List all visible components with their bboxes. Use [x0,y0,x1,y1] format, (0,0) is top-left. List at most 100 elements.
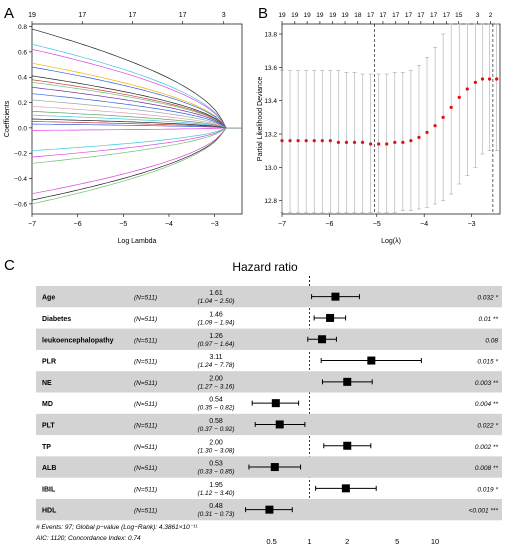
y-tick-label: 13.4 [264,98,277,105]
confidence-interval-label: (1.27 − 3.16) [197,383,234,390]
forest-row: PLR (N=511) 3.11(1.24 − 7.78) 0.015 * [42,354,498,369]
deviance-point [376,73,381,213]
coefficient-path [31,86,242,129]
variable-label: PLT [42,422,55,429]
deviance-point [304,70,309,213]
forest-row: IBIL (N=511) 1.95(1.12 − 3.40) 0.019 * [42,482,498,497]
top-tick-label: 17 [129,12,137,19]
y-tick-label: 0.0 [18,125,27,132]
coefficient-path [31,28,242,129]
top-tick-label: 15 [455,12,463,19]
coefficient-path [31,75,242,129]
forest-footnote-2: AIC: 1120; Concordance Index: 0.74 [35,535,141,542]
x-tick-label: 2 [345,537,349,546]
p-value-label: 0.01 ** [478,316,498,323]
hazard-ratio-value: 0.58 [209,418,223,425]
panel-label-b: B [258,5,268,22]
top-tick-label: 17 [379,12,387,19]
y-tick-label: 13.2 [264,132,277,139]
deviance-point [352,72,357,213]
top-tick-label: 17 [430,12,438,19]
coefficient-path [31,127,242,195]
x-tick-label: −5 [119,221,127,228]
variable-label: ALB [42,465,56,472]
panel-a-y-axis: −0.6 −0.4 −0.2 0.0 0.2 0.4 0.6 0.8 [14,24,32,208]
deviance-point [473,23,478,168]
y-tick-label: −0.4 [14,176,27,183]
forest-row: TP (N=511) 2.00(1.30 − 3.08) 0.002 ** [42,439,498,454]
p-value-label: 0.022 * [477,422,498,429]
sample-size-label: (N=511) [134,316,157,323]
coefficient-path [31,127,242,152]
deviance-point [328,70,333,213]
confidence-interval-label: (0.97 − 1.64) [197,341,234,348]
top-tick-label: 17 [417,12,425,19]
forest-row: HDL (N=511) 0.48(0.31 − 0.73) <0.001 *** [36,499,502,521]
sample-size-label: (N=511) [134,359,157,366]
top-tick-label: 3 [222,12,226,19]
forest-row: MD (N=511) 0.54(0.35 − 0.82) 0.004 ** [42,397,498,412]
y-tick-label: 12.8 [264,198,277,205]
deviance-point [384,73,389,213]
coefficient-path [31,66,242,129]
forest-row: NE (N=511) 2.00(1.27 − 3.16) 0.003 ** [36,371,502,393]
lambda-reference-lines [374,24,494,214]
panel-a-x-axis: −7 −6 −5 −4 −3 [28,214,219,228]
confidence-interval-label: (0.31 − 0.73) [197,511,234,518]
coefficient-path [31,114,242,129]
hazard-ratio-value: 0.48 [209,503,223,510]
variable-label: Age [42,295,55,302]
coefficient-path [31,79,242,129]
deviance-point [296,70,301,213]
y-tick-label: 0.6 [18,49,27,56]
deviance-point [487,23,492,151]
x-tick-label: 0.5 [266,537,276,546]
x-tick-label: −6 [74,221,82,228]
top-tick-label: 17 [179,12,187,19]
sample-size-label: (N=511) [134,508,157,515]
x-tick-label: −4 [165,221,173,228]
panel-b-top-axis: 19 19 19 19 19 19 18 17 17 17 17 17 17 17 15 3 2 [278,12,493,24]
x-tick-label: −7 [278,221,286,228]
p-value-label: 0.003 ** [475,380,499,387]
hazard-ratio-marker [331,292,340,301]
coefficient-path [31,81,242,129]
p-value-label: 0.002 ** [475,444,499,451]
hazard-ratio-marker [343,377,352,386]
coefficient-path [31,127,242,164]
coefficient-path [31,121,242,129]
coefficient-path [31,43,242,129]
variable-label: HDL [42,508,57,515]
p-value-label: 0.019 * [477,486,498,493]
p-value-label: 0.004 ** [475,401,499,408]
sample-size-label: (N=511) [134,295,157,302]
deviance-point [449,23,454,195]
variable-label: TP [42,444,51,451]
hazard-ratio-value: 1.26 [209,333,223,340]
top-tick-label: 19 [278,12,286,19]
hazard-ratio-marker [271,399,280,408]
hazard-ratio-marker [367,356,376,365]
deviance-point [280,70,284,213]
coefficient-path [31,111,242,129]
top-tick-label: 17 [443,12,451,19]
sample-size-label: (N=511) [134,401,157,408]
p-value-label: 0.032 * [477,295,498,302]
coefficient-path [31,93,242,129]
x-tick-label: −6 [325,221,333,228]
coefficient-path [31,127,242,158]
panel-b-x-axis: −7 −6 −5 −4 −3 [278,214,476,228]
deviance-point [465,23,470,176]
p-value-label: 0.015 * [477,359,498,366]
p-value-label: 0.08 [485,337,498,344]
variable-label: PLR [42,359,56,366]
forest-rows: Age (N=511) 1.61(1.04 − 2.50) 0.032 * Diabet… [36,286,502,521]
top-tick-label: 17 [392,12,400,19]
x-tick-label: −5 [373,221,381,228]
y-tick-label: 13.6 [264,65,277,72]
lasso-coefficient-panel: −7 −6 −5 −4 −3 −0.6 −0.4 −0.2 0.0 0.2 0.4 0.6 0.8 1… [4,12,243,245]
hazard-ratio-value: 0.54 [209,397,223,404]
coefficient-path [32,127,242,131]
y-tick-label: 0.2 [18,100,27,107]
